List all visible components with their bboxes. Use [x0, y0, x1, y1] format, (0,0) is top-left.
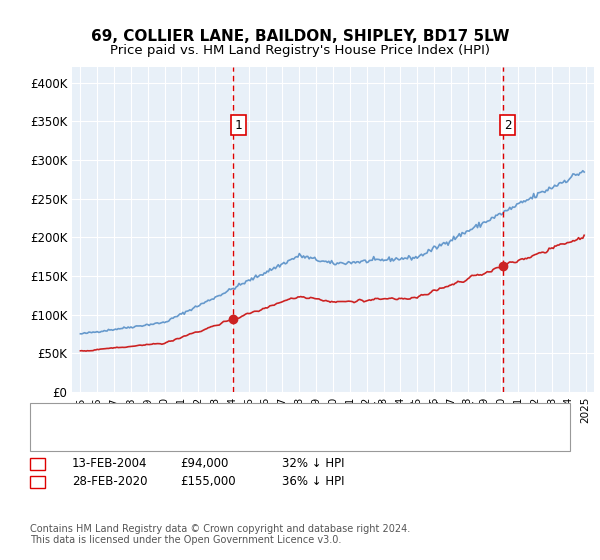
Text: —: —	[54, 413, 73, 432]
Text: 69, COLLIER LANE, BAILDON, SHIPLEY, BD17 5LW: 69, COLLIER LANE, BAILDON, SHIPLEY, BD17…	[91, 29, 509, 44]
Text: 1: 1	[235, 119, 242, 132]
Text: HPI: Average price, detached house, Bradford: HPI: Average price, detached house, Brad…	[78, 417, 347, 430]
Text: 36% ↓ HPI: 36% ↓ HPI	[282, 475, 344, 488]
Text: 28-FEB-2020: 28-FEB-2020	[72, 475, 148, 488]
Text: £94,000: £94,000	[180, 457, 229, 470]
Text: —: —	[54, 398, 73, 417]
Text: 2: 2	[504, 119, 512, 132]
Text: 13-FEB-2004: 13-FEB-2004	[72, 457, 148, 470]
Text: 69, COLLIER LANE, BAILDON, SHIPLEY, BD17 5LW (detached house): 69, COLLIER LANE, BAILDON, SHIPLEY, BD17…	[78, 402, 476, 415]
Text: Price paid vs. HM Land Registry's House Price Index (HPI): Price paid vs. HM Land Registry's House …	[110, 44, 490, 57]
Text: Contains HM Land Registry data © Crown copyright and database right 2024.
This d: Contains HM Land Registry data © Crown c…	[30, 524, 410, 545]
Text: 2: 2	[34, 475, 41, 488]
Text: 1: 1	[34, 457, 41, 470]
Text: 32% ↓ HPI: 32% ↓ HPI	[282, 457, 344, 470]
Text: £155,000: £155,000	[180, 475, 236, 488]
